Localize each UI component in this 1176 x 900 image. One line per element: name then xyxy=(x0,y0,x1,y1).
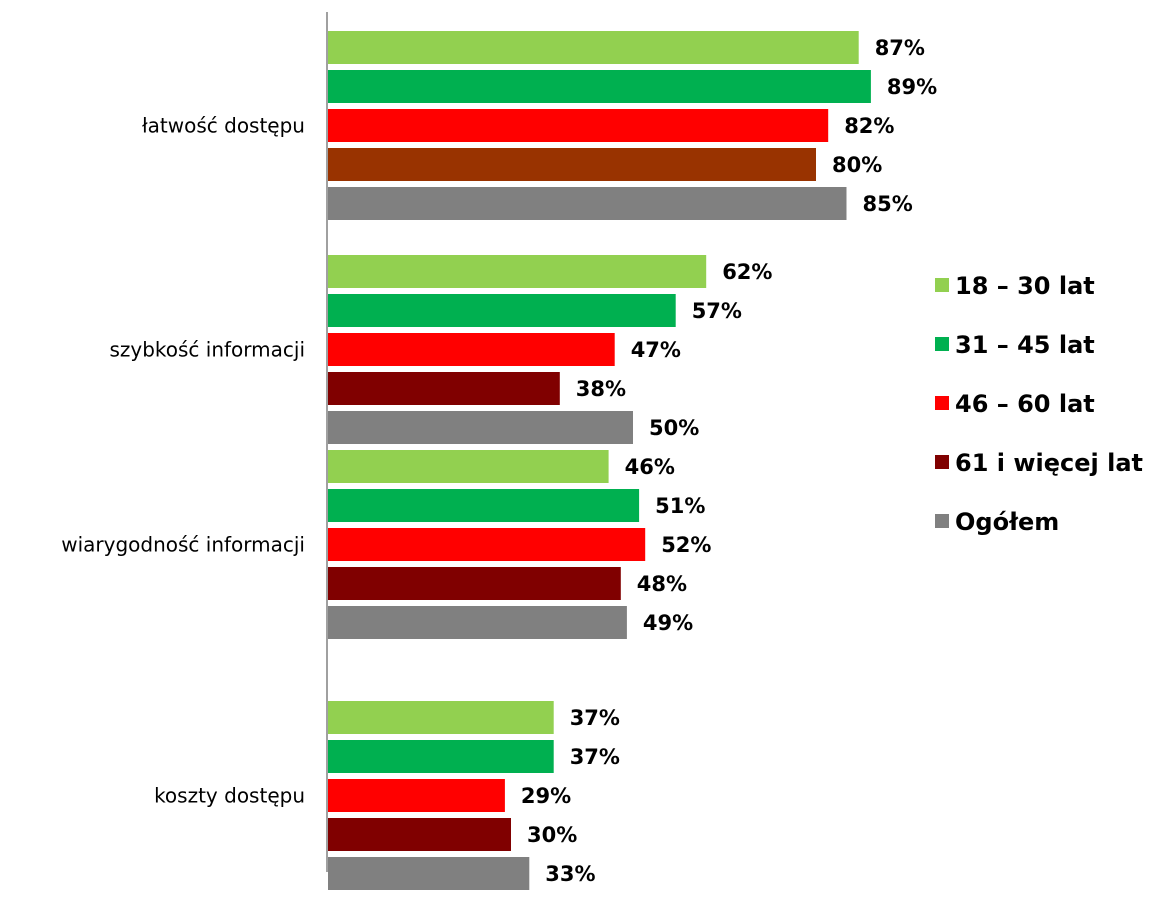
data-label: 57% xyxy=(692,299,742,323)
bar xyxy=(328,70,871,103)
legend-swatch xyxy=(935,278,949,292)
bar xyxy=(328,818,511,851)
bar xyxy=(328,701,554,734)
bar xyxy=(328,857,530,890)
bar xyxy=(328,294,676,327)
legend-swatch xyxy=(935,455,949,469)
bar xyxy=(328,109,829,142)
bar xyxy=(328,148,816,181)
bar xyxy=(328,740,554,773)
data-label: 89% xyxy=(887,75,937,99)
bar xyxy=(328,255,707,288)
data-label: 37% xyxy=(570,706,620,730)
data-label: 51% xyxy=(655,494,705,518)
bar xyxy=(328,411,633,444)
category-label: wiarygodność informacji xyxy=(61,533,305,557)
bar xyxy=(328,489,640,522)
legend-swatch xyxy=(935,396,949,410)
bar xyxy=(328,567,621,600)
data-label: 49% xyxy=(643,611,693,635)
data-label: 82% xyxy=(844,114,894,138)
data-label: 47% xyxy=(631,338,681,362)
data-label: 85% xyxy=(863,192,913,216)
category-label: łatwość dostępu xyxy=(142,114,305,138)
data-label: 50% xyxy=(649,416,699,440)
data-label: 46% xyxy=(625,455,675,479)
category-label: szybkość informacji xyxy=(109,338,305,362)
data-label: 62% xyxy=(722,260,772,284)
bar xyxy=(328,187,847,220)
data-label: 33% xyxy=(545,862,595,886)
legend-swatch xyxy=(935,337,949,351)
bar xyxy=(328,333,615,366)
bar xyxy=(328,606,627,639)
data-label: 80% xyxy=(832,153,882,177)
data-label: 30% xyxy=(527,823,577,847)
data-label: 87% xyxy=(875,36,925,60)
data-label: 48% xyxy=(637,572,687,596)
legend-label: 18 – 30 lat xyxy=(955,272,1095,300)
bar xyxy=(328,450,609,483)
legend-label: 61 i więcej lat xyxy=(955,449,1143,477)
category-labels: łatwość dostępu szybkość informacji wiaryg… xyxy=(61,114,305,808)
data-label: 38% xyxy=(576,377,626,401)
legend-label: 46 – 60 lat xyxy=(955,390,1095,418)
bars xyxy=(328,31,871,890)
legend-label: Ogółem xyxy=(955,508,1059,536)
legend-swatch xyxy=(935,514,949,528)
data-label: 29% xyxy=(521,784,571,808)
bar xyxy=(328,31,859,64)
bar xyxy=(328,528,646,561)
data-label: 52% xyxy=(661,533,711,557)
bar xyxy=(328,372,560,405)
legend-label: 31 – 45 lat xyxy=(955,331,1095,359)
legend: 18 – 30 lat 31 – 45 lat 46 – 60 lat 61 i wi… xyxy=(935,272,1143,536)
value-labels: 87% 89% 82% 80% 85% 62% 57% 47%38% 50% 46% 51% 52% 4… xyxy=(521,36,937,886)
data-label: 37% xyxy=(570,745,620,769)
category-label: koszty dostępu xyxy=(154,784,305,808)
bar xyxy=(328,779,505,812)
